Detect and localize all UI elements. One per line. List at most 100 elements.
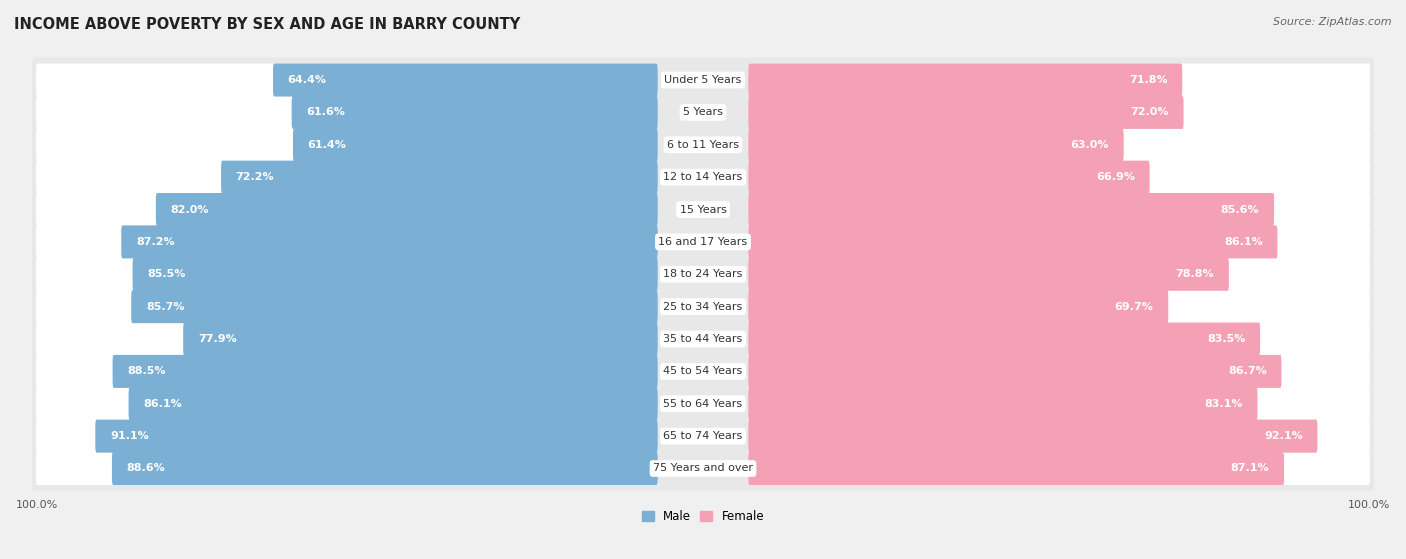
FancyBboxPatch shape — [112, 355, 658, 388]
FancyBboxPatch shape — [131, 290, 658, 323]
FancyBboxPatch shape — [748, 96, 1184, 129]
Text: 77.9%: 77.9% — [198, 334, 236, 344]
FancyBboxPatch shape — [291, 96, 658, 129]
FancyBboxPatch shape — [37, 64, 658, 97]
FancyBboxPatch shape — [748, 420, 1369, 453]
FancyBboxPatch shape — [273, 64, 658, 97]
Text: 88.5%: 88.5% — [128, 366, 166, 376]
FancyBboxPatch shape — [292, 128, 658, 162]
Text: 61.6%: 61.6% — [307, 107, 344, 117]
FancyBboxPatch shape — [32, 187, 1374, 231]
FancyBboxPatch shape — [112, 452, 658, 485]
Text: 72.2%: 72.2% — [236, 172, 274, 182]
FancyBboxPatch shape — [748, 452, 1369, 485]
FancyBboxPatch shape — [37, 160, 658, 193]
Text: 66.9%: 66.9% — [1097, 172, 1135, 182]
Text: 55 to 64 Years: 55 to 64 Years — [664, 399, 742, 409]
FancyBboxPatch shape — [748, 193, 1274, 226]
FancyBboxPatch shape — [748, 258, 1369, 291]
Text: 86.1%: 86.1% — [1225, 237, 1263, 247]
FancyBboxPatch shape — [37, 387, 658, 420]
FancyBboxPatch shape — [221, 160, 658, 193]
Text: 16 and 17 Years: 16 and 17 Years — [658, 237, 748, 247]
FancyBboxPatch shape — [748, 323, 1260, 356]
Text: Source: ZipAtlas.com: Source: ZipAtlas.com — [1274, 17, 1392, 27]
FancyBboxPatch shape — [37, 323, 658, 356]
FancyBboxPatch shape — [37, 420, 658, 453]
Text: 35 to 44 Years: 35 to 44 Years — [664, 334, 742, 344]
Text: 83.1%: 83.1% — [1205, 399, 1243, 409]
FancyBboxPatch shape — [156, 193, 658, 226]
FancyBboxPatch shape — [96, 420, 658, 453]
FancyBboxPatch shape — [748, 387, 1369, 420]
FancyBboxPatch shape — [748, 64, 1182, 97]
FancyBboxPatch shape — [32, 285, 1374, 329]
FancyBboxPatch shape — [32, 446, 1374, 491]
FancyBboxPatch shape — [748, 64, 1369, 97]
Text: INCOME ABOVE POVERTY BY SEX AND AGE IN BARRY COUNTY: INCOME ABOVE POVERTY BY SEX AND AGE IN B… — [14, 17, 520, 32]
FancyBboxPatch shape — [748, 225, 1278, 258]
FancyBboxPatch shape — [32, 155, 1374, 200]
Text: 85.7%: 85.7% — [146, 302, 184, 311]
FancyBboxPatch shape — [748, 323, 1369, 356]
Text: 82.0%: 82.0% — [170, 205, 209, 215]
FancyBboxPatch shape — [32, 90, 1374, 135]
FancyBboxPatch shape — [37, 290, 658, 323]
FancyBboxPatch shape — [748, 290, 1168, 323]
FancyBboxPatch shape — [748, 355, 1369, 388]
Text: 85.5%: 85.5% — [148, 269, 186, 280]
FancyBboxPatch shape — [183, 323, 658, 356]
FancyBboxPatch shape — [748, 225, 1369, 258]
Text: 83.5%: 83.5% — [1208, 334, 1246, 344]
FancyBboxPatch shape — [748, 355, 1281, 388]
Text: 85.6%: 85.6% — [1220, 205, 1260, 215]
FancyBboxPatch shape — [748, 420, 1317, 453]
Text: 71.8%: 71.8% — [1129, 75, 1167, 85]
Text: 92.1%: 92.1% — [1264, 431, 1303, 441]
FancyBboxPatch shape — [748, 193, 1369, 226]
FancyBboxPatch shape — [32, 252, 1374, 296]
FancyBboxPatch shape — [748, 96, 1369, 129]
FancyBboxPatch shape — [748, 452, 1284, 485]
FancyBboxPatch shape — [32, 58, 1374, 102]
FancyBboxPatch shape — [32, 122, 1374, 167]
Text: 45 to 54 Years: 45 to 54 Years — [664, 366, 742, 376]
FancyBboxPatch shape — [37, 128, 658, 162]
Text: 64.4%: 64.4% — [288, 75, 326, 85]
Text: 69.7%: 69.7% — [1115, 302, 1153, 311]
FancyBboxPatch shape — [132, 258, 658, 291]
Text: 18 to 24 Years: 18 to 24 Years — [664, 269, 742, 280]
FancyBboxPatch shape — [128, 387, 658, 420]
Legend: Male, Female: Male, Female — [637, 506, 769, 528]
Text: 87.2%: 87.2% — [136, 237, 174, 247]
Text: 75 Years and over: 75 Years and over — [652, 463, 754, 473]
FancyBboxPatch shape — [32, 414, 1374, 458]
Text: Under 5 Years: Under 5 Years — [665, 75, 741, 85]
FancyBboxPatch shape — [37, 355, 658, 388]
FancyBboxPatch shape — [32, 317, 1374, 361]
Text: 12 to 14 Years: 12 to 14 Years — [664, 172, 742, 182]
FancyBboxPatch shape — [37, 452, 658, 485]
Text: 6 to 11 Years: 6 to 11 Years — [666, 140, 740, 150]
Text: 88.6%: 88.6% — [127, 463, 166, 473]
FancyBboxPatch shape — [748, 128, 1369, 162]
Text: 65 to 74 Years: 65 to 74 Years — [664, 431, 742, 441]
FancyBboxPatch shape — [121, 225, 658, 258]
FancyBboxPatch shape — [32, 382, 1374, 426]
FancyBboxPatch shape — [32, 349, 1374, 394]
FancyBboxPatch shape — [32, 220, 1374, 264]
Text: 61.4%: 61.4% — [308, 140, 346, 150]
FancyBboxPatch shape — [37, 96, 658, 129]
Text: 86.7%: 86.7% — [1227, 366, 1267, 376]
FancyBboxPatch shape — [748, 160, 1150, 193]
FancyBboxPatch shape — [37, 258, 658, 291]
FancyBboxPatch shape — [37, 193, 658, 226]
Text: 91.1%: 91.1% — [110, 431, 149, 441]
Text: 15 Years: 15 Years — [679, 205, 727, 215]
Text: 5 Years: 5 Years — [683, 107, 723, 117]
Text: 86.1%: 86.1% — [143, 399, 181, 409]
FancyBboxPatch shape — [748, 290, 1369, 323]
Text: 87.1%: 87.1% — [1230, 463, 1270, 473]
Text: 63.0%: 63.0% — [1070, 140, 1109, 150]
FancyBboxPatch shape — [748, 128, 1123, 162]
